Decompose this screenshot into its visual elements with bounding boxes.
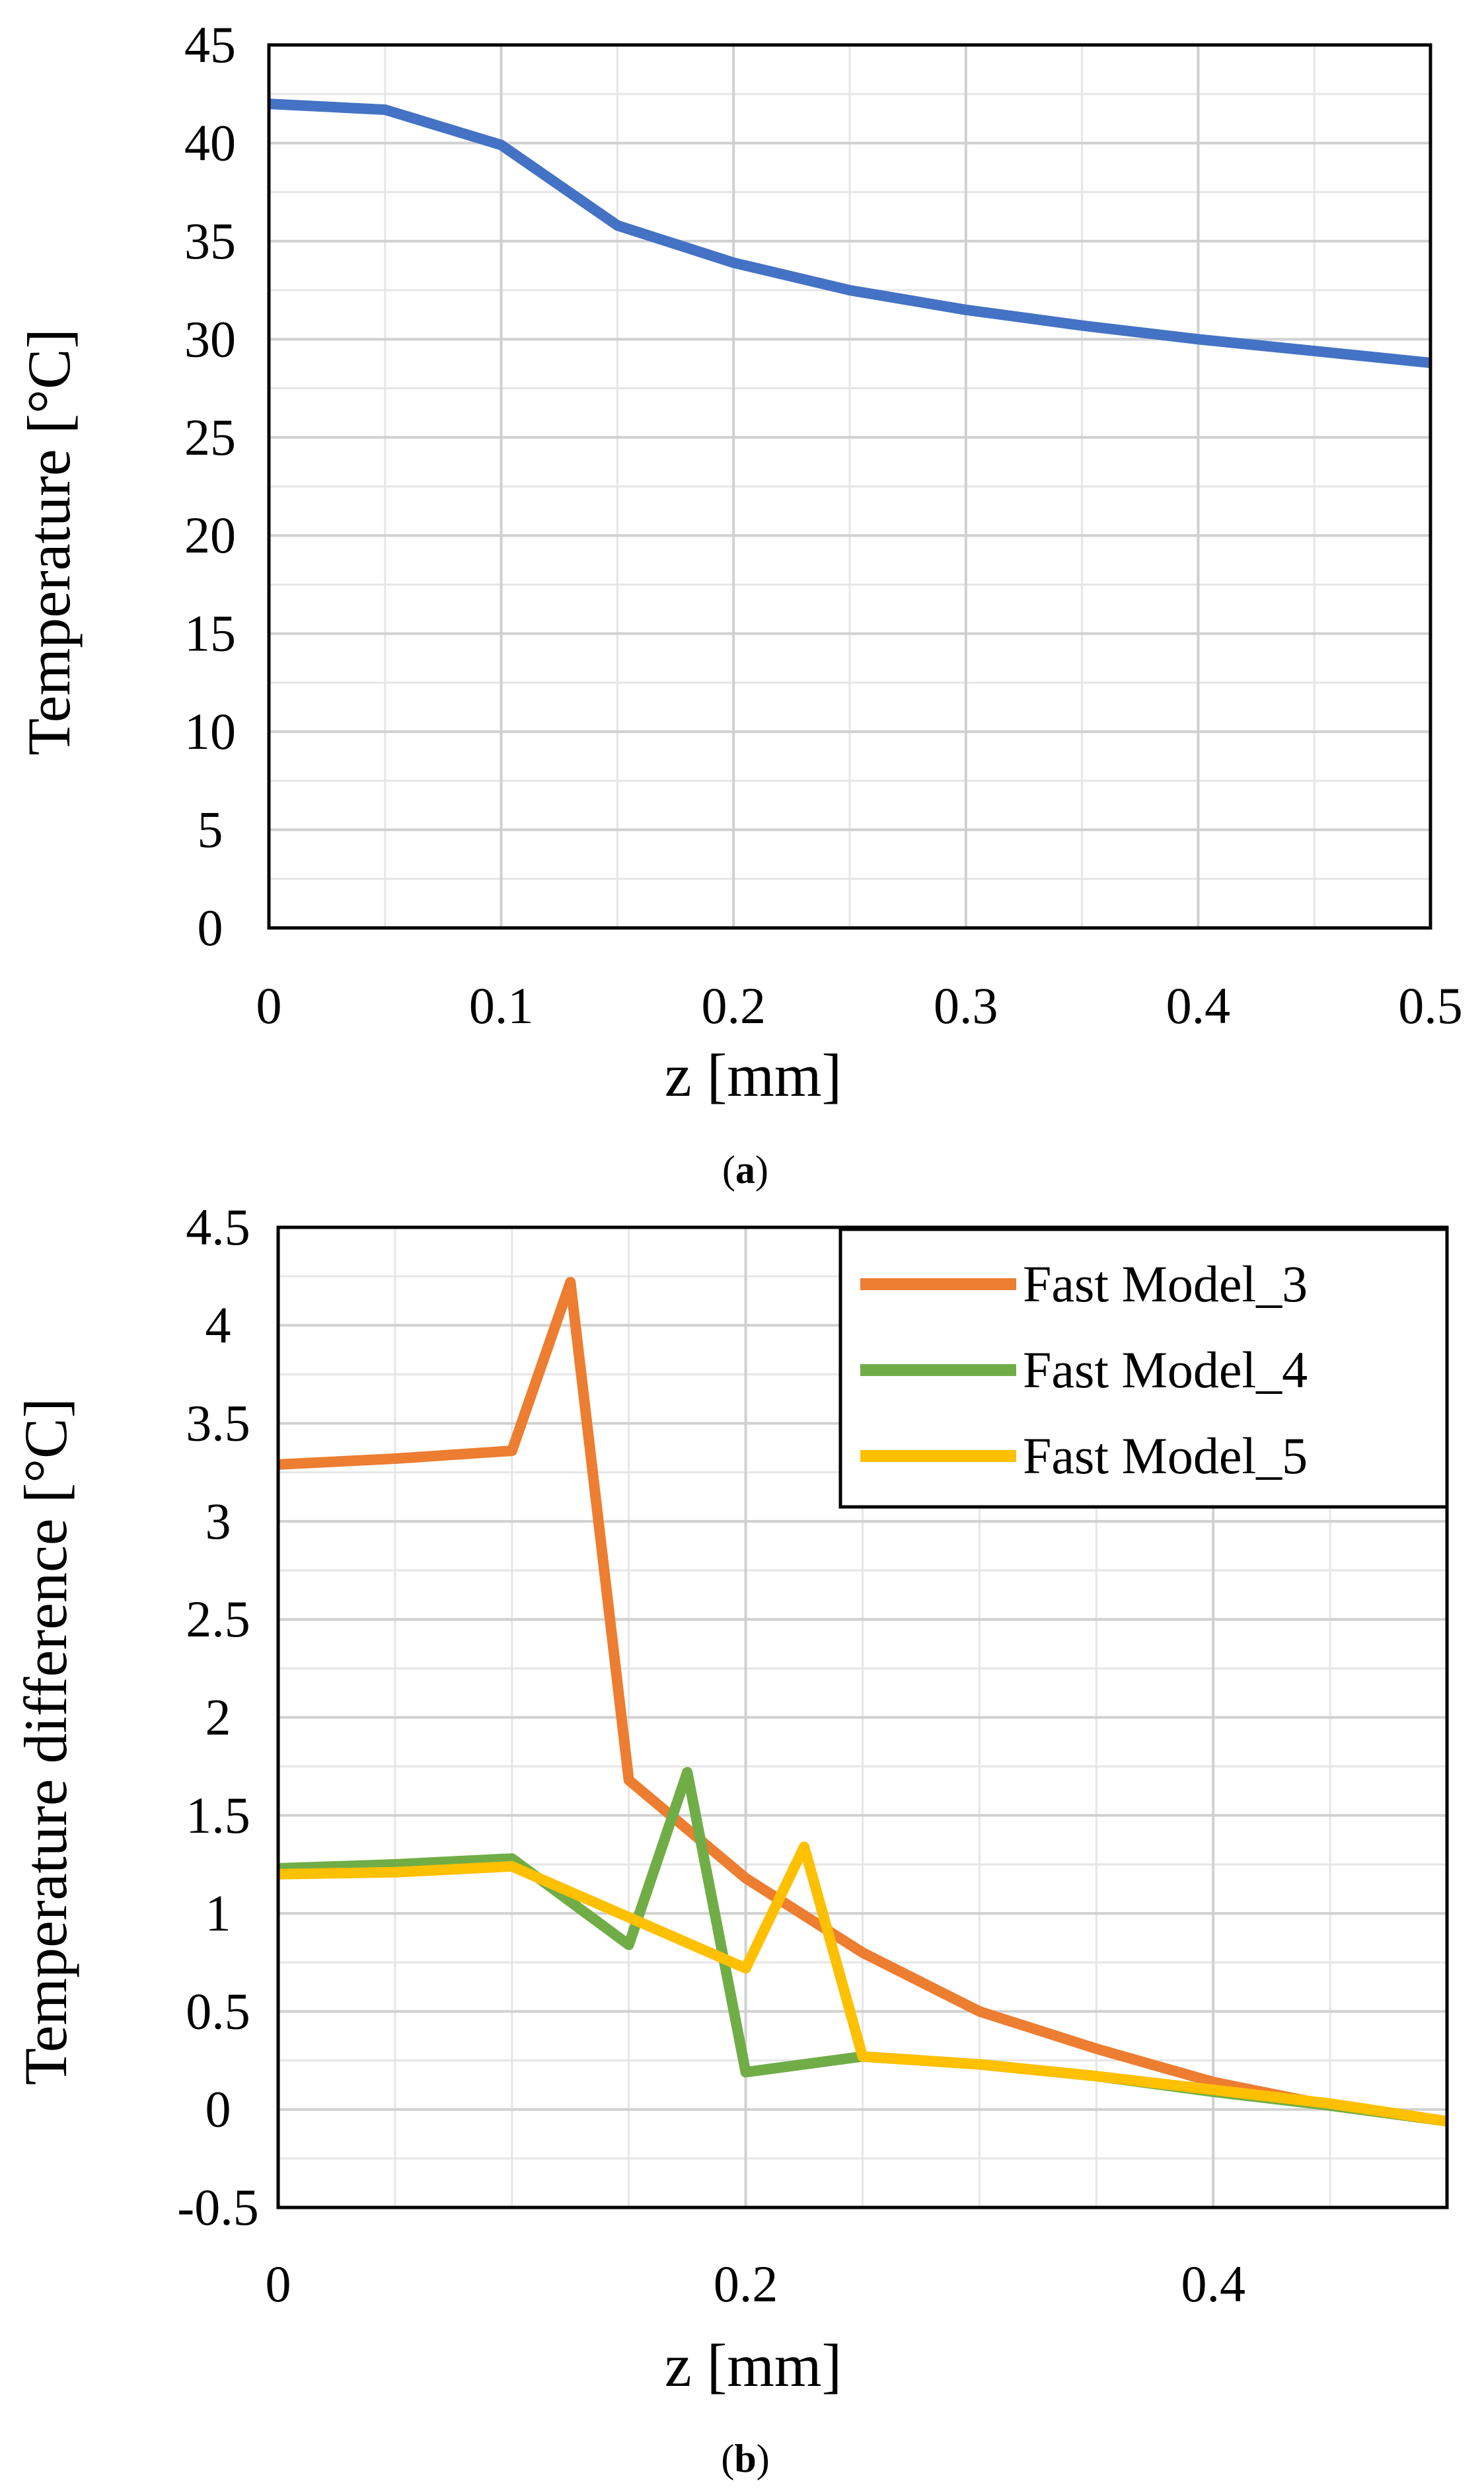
y-tick-label: 10	[184, 703, 236, 760]
legend-label-fast-model-3: Fast Model_3	[1023, 1255, 1308, 1313]
y-tick-label: 2.5	[186, 1590, 250, 1648]
chart-a-major-grid	[269, 45, 1430, 928]
series-line-fast-model-3	[278, 1277, 1448, 2127]
x-tick-label: 0.1	[469, 977, 534, 1034]
x-tick-label: 0	[256, 977, 282, 1034]
y-tick-label: 0	[198, 899, 223, 956]
chart-b: -0.500.511.522.533.544.5 0 0.2 0.4 Fast Mo…	[12, 1198, 1449, 2480]
chart-b-y-tick-labels: -0.5 0 0.5 1 1.5 2 2.5 3 3.5 4 4.5	[177, 1198, 258, 2236]
y-tick-label: 5	[198, 801, 223, 859]
series-line-fast-model-5	[278, 1841, 1448, 2127]
x-tick-label: 0.3	[934, 977, 998, 1034]
chart-a-series	[268, 98, 1431, 368]
x-tick-label: 0.4	[1166, 977, 1231, 1034]
x-tick-label: 0	[266, 2255, 291, 2313]
chart-a-caption: (a)	[722, 1148, 768, 1192]
y-tick-label: 4	[205, 1296, 231, 1354]
y-tick-label: 15	[184, 605, 236, 662]
legend-label-fast-model-5: Fast Model_5	[1023, 1427, 1308, 1484]
y-tick-label: 1.5	[186, 1786, 250, 1844]
y-tick-label: 3.5	[186, 1395, 250, 1452]
y-tick-label: -0.5	[177, 2178, 258, 2236]
x-tick-label: 0.2	[701, 977, 766, 1034]
y-tick-label: 40	[184, 114, 236, 171]
chart-a-y-tick-labels: 0 5 10 15 20 25 30 35 40 45	[184, 16, 236, 956]
chart-a-plot-frame	[267, 43, 1432, 930]
y-tick-label: 2	[205, 1689, 231, 1746]
chart-a-caption-letter: a	[735, 1148, 755, 1192]
chart-a-y-axis-label: Temperature [°C]	[15, 328, 83, 755]
y-tick-label: 3	[205, 1492, 231, 1550]
chart-b-y-axis-label: Temperature difference [°C]	[12, 1398, 79, 2085]
y-tick-label: 30	[184, 310, 236, 367]
chart-a-x-axis-label: z [mm]	[665, 1042, 842, 1109]
chart-b-legend: Fast Model_3 Fast Model_4 Fast Model_5	[838, 1227, 1449, 1509]
y-tick-label: 35	[184, 212, 236, 270]
chart-a: 0 5 10 15 20 25 30 35 40 45 0 0.1 0.2 0.3 0.4 0.5 z [m…	[15, 16, 1463, 1192]
legend-label-fast-model-4: Fast Model_4	[1023, 1341, 1308, 1399]
y-tick-label: 4.5	[186, 1198, 250, 1256]
chart-a-x-tick-labels: 0 0.1 0.2 0.3 0.4 0.5	[256, 977, 1463, 1034]
chart-b-x-axis-label: z [mm]	[665, 2332, 842, 2399]
chart-b-series	[278, 1277, 1448, 2127]
chart-b-caption: (b)	[721, 2437, 769, 2480]
chart-b-caption-letter: b	[734, 2437, 756, 2480]
x-tick-label: 0.5	[1398, 977, 1463, 1034]
x-tick-label: 0.4	[1181, 2255, 1245, 2313]
y-tick-label: 20	[184, 506, 236, 564]
chart-b-plot-frame	[276, 1225, 1449, 2209]
series-line-temperature	[268, 98, 1431, 368]
y-tick-label: 45	[184, 16, 236, 73]
y-tick-label: 1	[205, 1884, 231, 1942]
y-tick-label: 0	[205, 2081, 231, 2138]
chart-a-minor-grid	[269, 45, 1430, 928]
y-tick-label: 0.5	[186, 1982, 250, 2040]
x-tick-label: 0.2	[714, 2255, 778, 2313]
y-tick-label: 25	[184, 408, 236, 466]
chart-b-x-tick-labels: 0 0.2 0.4	[266, 2255, 1245, 2313]
